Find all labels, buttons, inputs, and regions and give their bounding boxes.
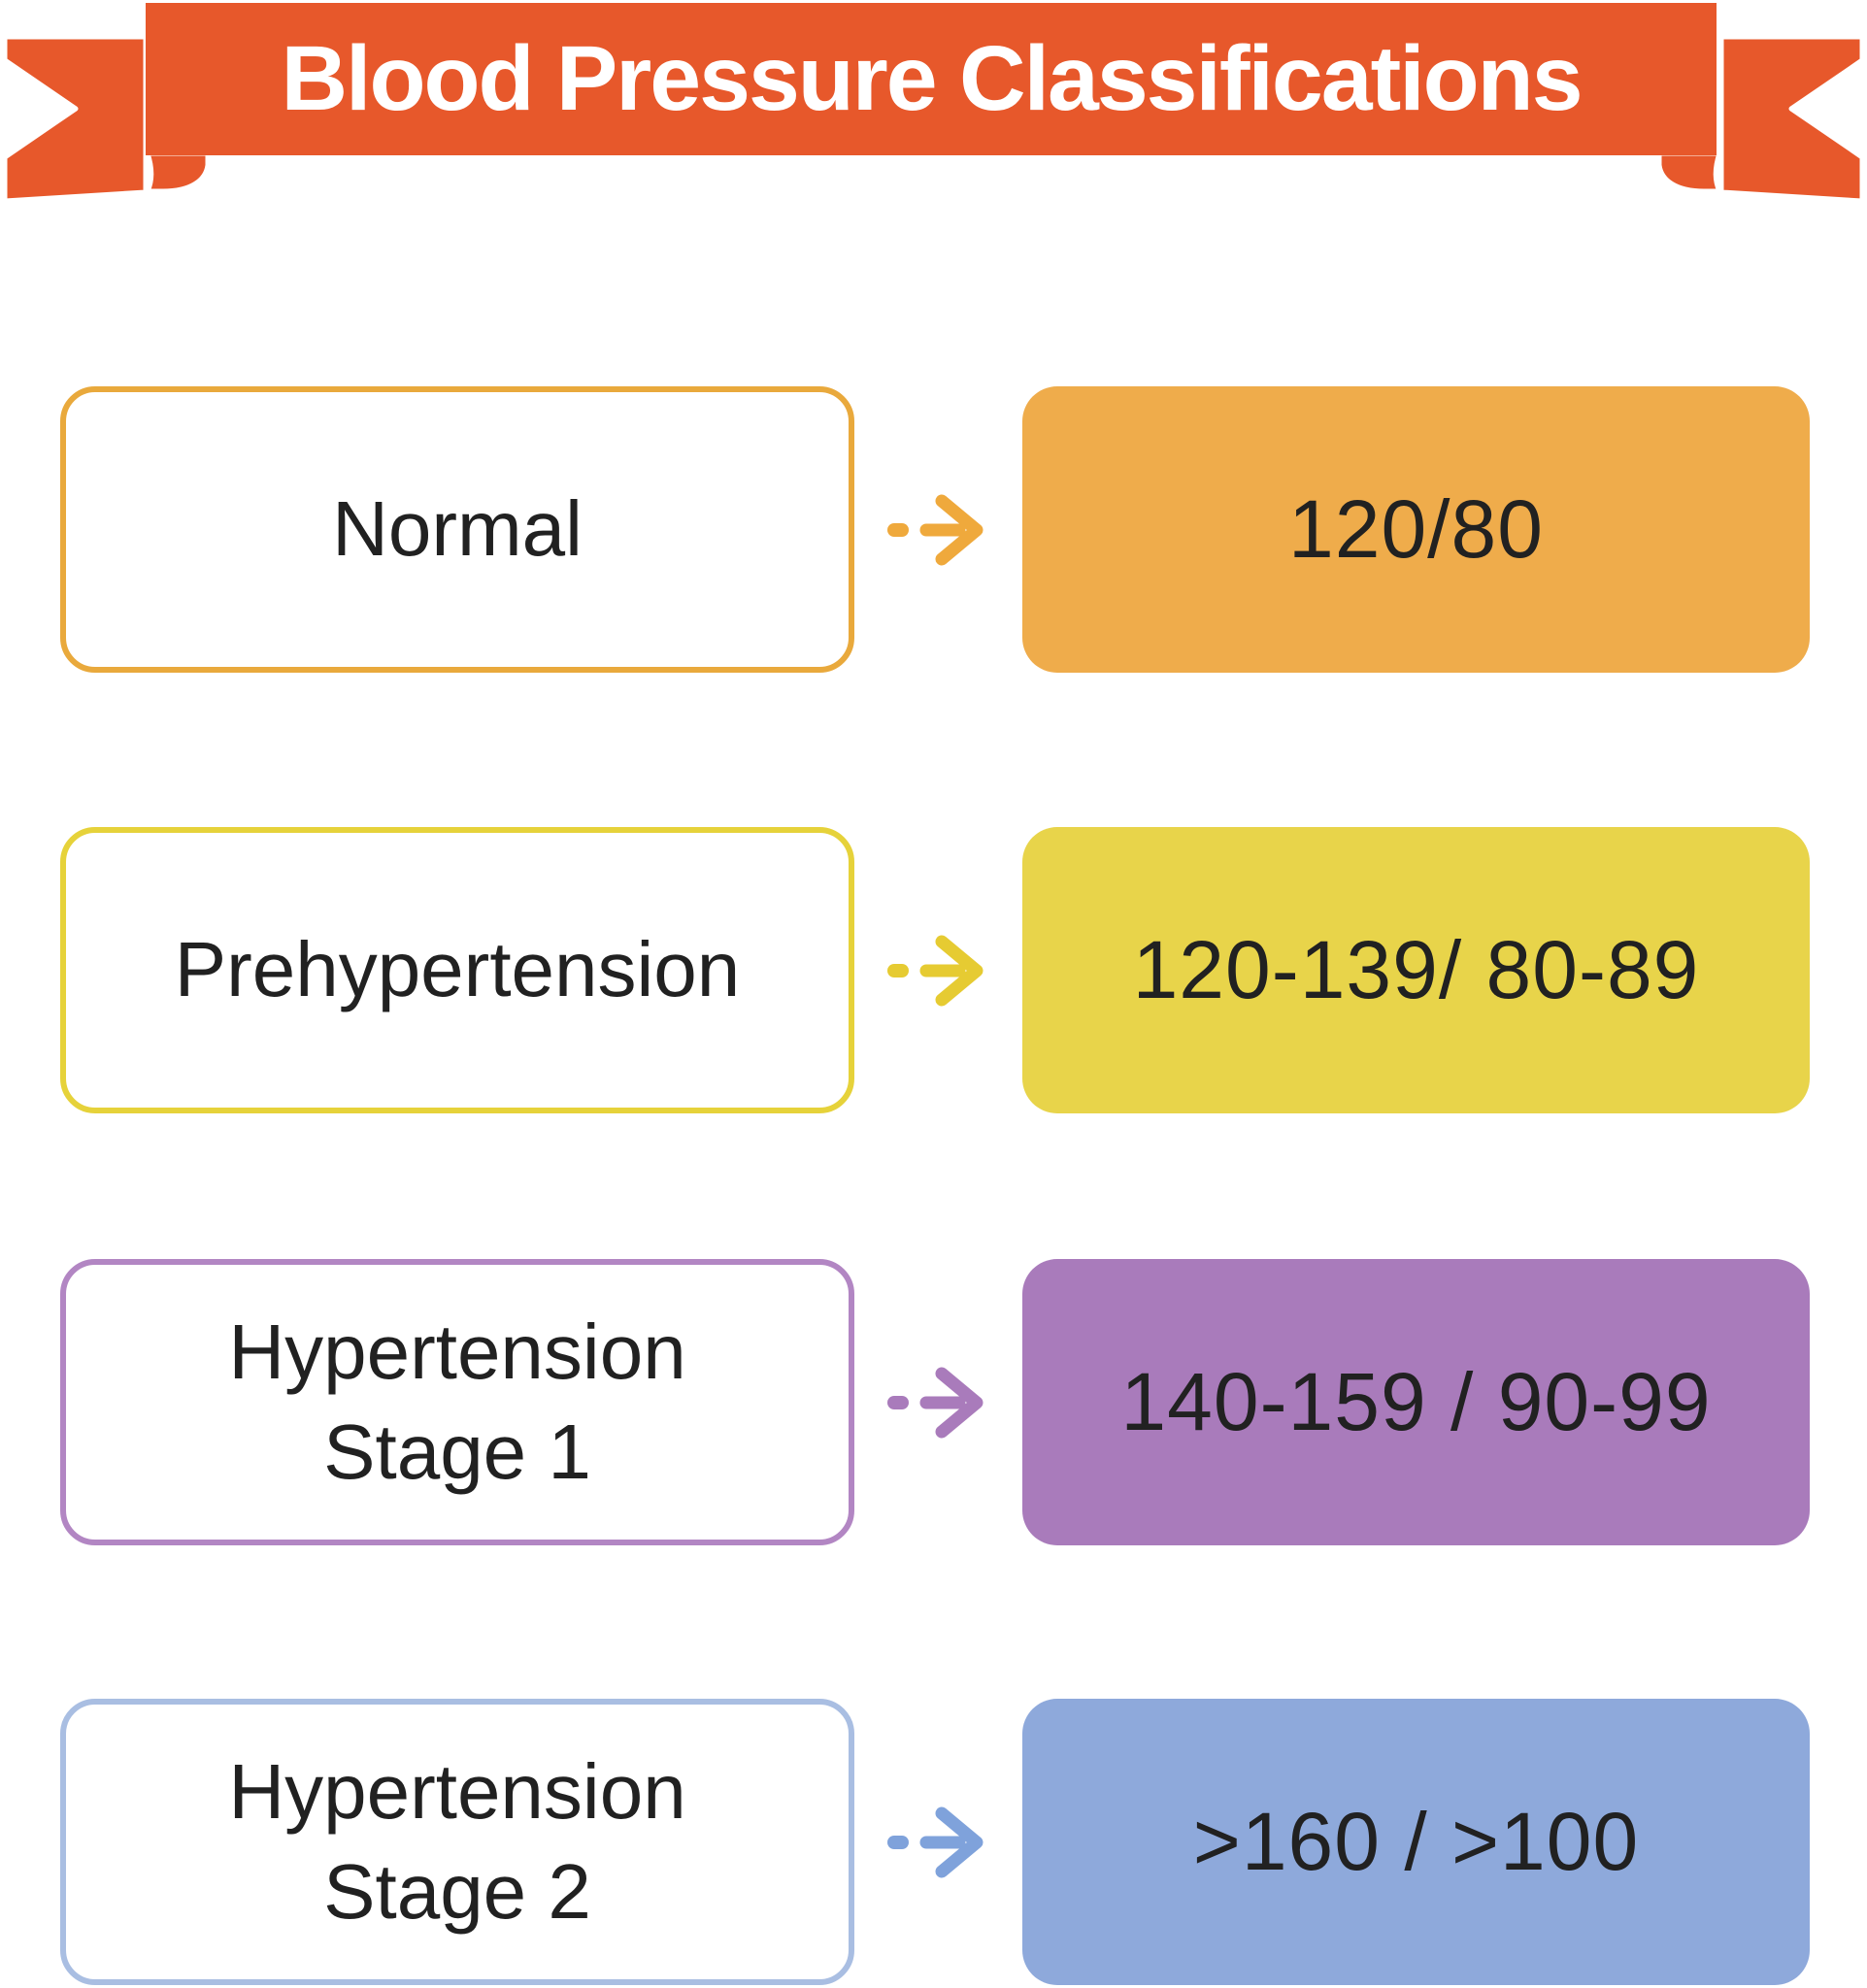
classification-label-box: Hypertension Stage 2	[60, 1699, 854, 1985]
ribbon-left-fold	[145, 150, 211, 194]
classification-label-box: Normal	[60, 386, 854, 673]
classification-row-hypertension-stage-1: Hypertension Stage 1 140-159 / 90-99	[0, 1259, 1867, 1545]
ribbon-band	[146, 3, 1717, 155]
ribbon-right-tail	[1718, 34, 1865, 204]
classification-value-box: 120-139/ 80-89	[1022, 827, 1810, 1113]
arrow-icon	[887, 1806, 984, 1877]
classification-value-box: 140-159 / 90-99	[1022, 1259, 1810, 1545]
ribbon-right-fold	[1656, 150, 1722, 194]
classification-label-box: Prehypertension	[60, 827, 854, 1113]
ribbon-shape	[2, 3, 1865, 204]
page-title: Blood Pressure Classifications	[281, 27, 1583, 130]
classification-value-box: 120/80	[1022, 386, 1810, 673]
ribbon-left-tail	[2, 34, 149, 204]
ribbon-banner: Blood Pressure Classifications	[0, 0, 1867, 252]
classification-row-prehypertension: Prehypertension 120-139/ 80-89	[0, 827, 1867, 1113]
arrow-icon	[887, 1367, 984, 1438]
classification-value-box: >160 / >100	[1022, 1699, 1810, 1985]
classification-label-box: Hypertension Stage 1	[60, 1259, 854, 1545]
arrow-icon	[887, 494, 984, 565]
classification-row-hypertension-stage-2: Hypertension Stage 2 >160 / >100	[0, 1699, 1867, 1985]
arrow-icon	[887, 935, 984, 1006]
classification-row-normal: Normal 120/80	[0, 386, 1867, 673]
